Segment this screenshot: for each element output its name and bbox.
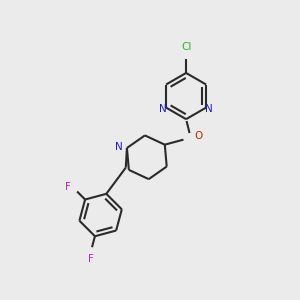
Text: F: F (65, 182, 71, 192)
Text: N: N (115, 142, 123, 152)
Text: F: F (88, 254, 94, 264)
Text: Cl: Cl (181, 42, 191, 52)
Text: N: N (159, 104, 167, 115)
Text: N: N (206, 104, 213, 115)
Text: O: O (194, 131, 202, 142)
